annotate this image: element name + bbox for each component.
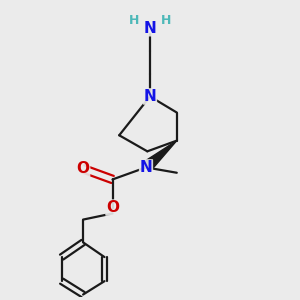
Text: N: N (144, 89, 156, 104)
Text: H: H (129, 14, 139, 27)
Text: N: N (140, 160, 152, 175)
Text: O: O (106, 200, 119, 215)
Text: O: O (76, 161, 90, 176)
Text: N: N (144, 21, 156, 36)
Polygon shape (142, 141, 177, 172)
Text: H: H (161, 14, 171, 27)
